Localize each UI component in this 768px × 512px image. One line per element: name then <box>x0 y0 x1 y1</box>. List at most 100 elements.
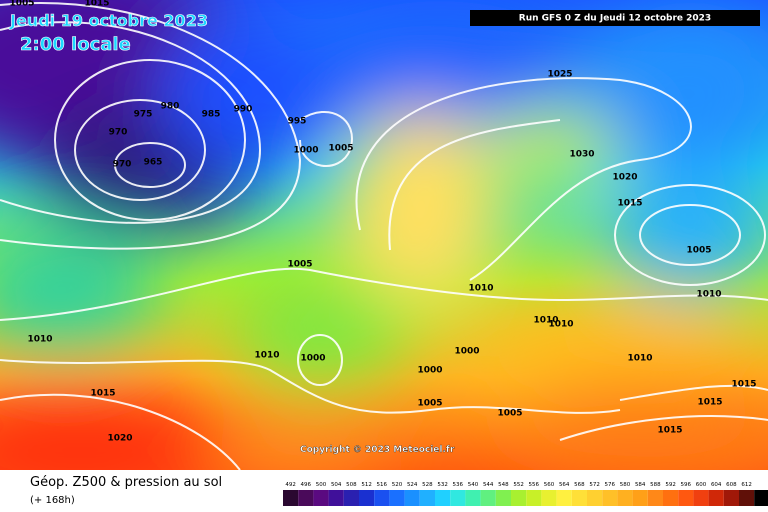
time: 2:00 locale <box>20 34 131 55</box>
legend-label: 532 <box>437 482 448 488</box>
legend-swatch <box>739 490 755 506</box>
legend-swatch <box>541 490 557 506</box>
legend-swatch <box>419 490 435 506</box>
isobar-label: 975 <box>134 110 153 120</box>
isobar-label: 1005 <box>417 399 442 409</box>
footer-title: Géop. Z500 & pression au sol <box>30 475 222 490</box>
legend-label: 540 <box>468 482 479 488</box>
legend-swatch <box>374 490 390 506</box>
legend-swatch <box>480 490 496 506</box>
legend-label: 600 <box>696 482 707 488</box>
legend-label: 548 <box>498 482 509 488</box>
legend-swatch <box>587 490 603 506</box>
isobar-label: 1010 <box>548 320 573 330</box>
legend-label: 564 <box>559 482 570 488</box>
legend-swatch <box>511 490 527 506</box>
run-info: Run GFS 0 Z du Jeudi 12 octobre 2023 <box>519 14 711 24</box>
isobar-label: 1000 <box>293 146 318 156</box>
isobar-label: 985 <box>202 110 221 120</box>
legend-label: 508 <box>346 482 357 488</box>
isobar-label: 970 <box>113 160 132 170</box>
legend-label: 504 <box>331 482 342 488</box>
footer-subtitle: (+ 168h) <box>30 495 75 506</box>
isobar-label: 1000 <box>300 354 325 364</box>
date: Jeudi 19 octobre 2023 <box>9 11 208 30</box>
isobar-label: 1000 <box>417 366 442 376</box>
legend-label: 608 <box>726 482 737 488</box>
legend-label: 528 <box>422 482 433 488</box>
isobar-labels: 1005 1015 975 980 985 990 970 970 965 995 1000 1005… <box>9 0 756 444</box>
isobar-label: 990 <box>234 105 253 115</box>
isobar-label: 995 <box>288 117 307 127</box>
legend-label: 512 <box>361 482 372 488</box>
isobar-label: 1015 <box>697 398 722 408</box>
legend-label: 612 <box>741 482 752 488</box>
legend-label: 592 <box>665 482 676 488</box>
legend-label: 524 <box>407 482 418 488</box>
isobar-label: 1025 <box>547 70 572 80</box>
isobar-label: 1005 <box>9 0 34 9</box>
isobar-label: 965 <box>144 158 163 168</box>
isobar-label: 1010 <box>254 351 279 361</box>
legend-label: 492 <box>285 482 296 488</box>
legend-swatch <box>663 490 679 506</box>
legend-label: 516 <box>377 482 388 488</box>
legend-swatch <box>313 490 329 506</box>
isobar-label: 970 <box>109 128 128 138</box>
legend-label: 580 <box>620 482 631 488</box>
legend-label: 520 <box>392 482 403 488</box>
legend-swatch <box>359 490 375 506</box>
isobar-label: 1010 <box>533 316 558 326</box>
legend-swatch <box>693 490 709 506</box>
legend-label: 496 <box>301 482 312 488</box>
isobar-label: 1005 <box>497 409 522 419</box>
legend-swatch <box>632 490 648 506</box>
legend-label: 500 <box>316 482 327 488</box>
isobar-label: 1005 <box>686 246 711 256</box>
legend-label: 596 <box>681 482 692 488</box>
legend-swatch <box>404 490 420 506</box>
legend-swatch <box>602 490 618 506</box>
isobar-label: 1020 <box>107 434 132 444</box>
legend-label: 536 <box>453 482 464 488</box>
isobar-label: 1010 <box>696 290 721 300</box>
isobar-label: 1005 <box>328 144 353 154</box>
legend-swatch <box>708 490 724 506</box>
isobar-label: 1015 <box>731 380 756 390</box>
run-box <box>470 10 760 26</box>
legend-label: 584 <box>635 482 646 488</box>
isobar-label: 1030 <box>569 150 594 160</box>
legend-label: 576 <box>605 482 616 488</box>
legend-swatch <box>617 490 633 506</box>
legend-swatch <box>450 490 466 506</box>
legend-swatch <box>571 490 587 506</box>
legend-label: 568 <box>574 482 585 488</box>
legend-swatch <box>754 490 768 506</box>
isobars <box>0 1 768 471</box>
isobar-label: 980 <box>161 102 180 112</box>
legend-label: 556 <box>529 482 540 488</box>
legend-swatch <box>298 490 314 506</box>
legend-swatch <box>647 490 663 506</box>
legend-swatch <box>343 490 359 506</box>
legend-label: 588 <box>650 482 661 488</box>
isobar-label: 1010 <box>468 284 493 294</box>
legend-label: 572 <box>589 482 600 488</box>
legend-label: 560 <box>544 482 555 488</box>
isobar-label: 1010 <box>27 335 52 345</box>
legend-swatch <box>723 490 739 506</box>
legend-label: 552 <box>513 482 524 488</box>
isobar-label: 1015 <box>657 426 682 436</box>
legend-swatch <box>495 490 511 506</box>
isobar-label: 1000 <box>454 347 479 357</box>
legend-swatch <box>678 490 694 506</box>
isobar-label: 1015 <box>617 199 642 209</box>
isobar-label: 1015 <box>90 389 115 399</box>
isobar-label: 1020 <box>612 173 637 183</box>
copyright: Copyright © 2023 Meteociel.fr <box>300 445 455 455</box>
legend-label: 604 <box>711 482 722 488</box>
legend-swatch <box>526 490 542 506</box>
legend-swatch <box>556 490 572 506</box>
legend-swatch <box>389 490 405 506</box>
